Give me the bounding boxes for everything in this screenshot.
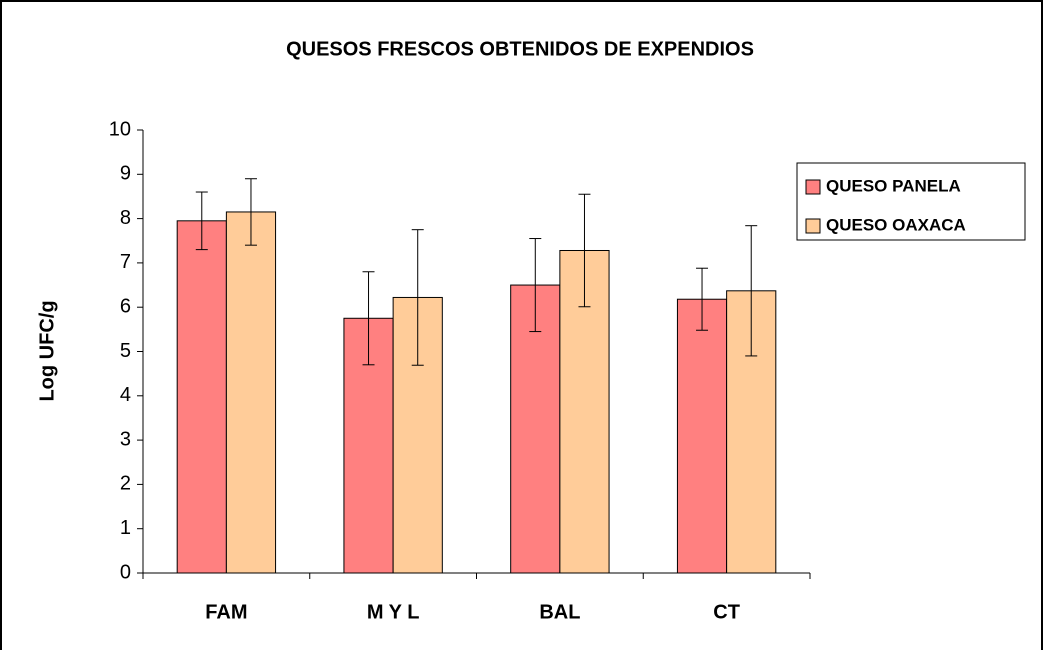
y-tick-label: 8 [120,207,131,229]
y-tick-label: 6 [120,295,131,317]
y-tick-label: 4 [120,384,131,406]
bar [676,298,728,574]
x-tick-label: CT [713,601,740,623]
bar [176,220,227,574]
error-bar [362,271,375,366]
bar [225,211,277,574]
legend-swatch [805,179,821,195]
y-tick-label: 9 [120,163,131,185]
y-axis-label: Log UFC/g [36,300,58,401]
y-tick-label: 5 [120,340,131,362]
chart-title: QUESOS FRESCOS OBTENIDOS DE EXPENDIOS [286,38,754,60]
error-bar [529,238,542,333]
y-tick-label: 0 [120,561,131,583]
y-tick-label: 10 [109,118,131,140]
x-tick-label: M Y L [367,601,420,623]
error-bar [745,225,758,357]
error-bar [578,193,591,308]
y-tick-label: 2 [120,473,131,495]
error-bar [244,178,257,246]
x-tick-label: BAL [539,601,580,623]
legend-swatch [805,218,821,234]
error-bar [696,267,709,331]
x-tick-label: FAM [205,601,247,623]
y-tick-label: 1 [120,517,131,539]
error-bar [411,229,424,366]
legend-label: QUESO PANELA [826,176,961,195]
legend-box [796,162,1026,241]
y-tick-label: 7 [120,251,131,273]
error-bar [195,191,208,251]
y-tick-label: 3 [120,428,131,450]
legend-label: QUESO OAXACA [826,215,966,234]
